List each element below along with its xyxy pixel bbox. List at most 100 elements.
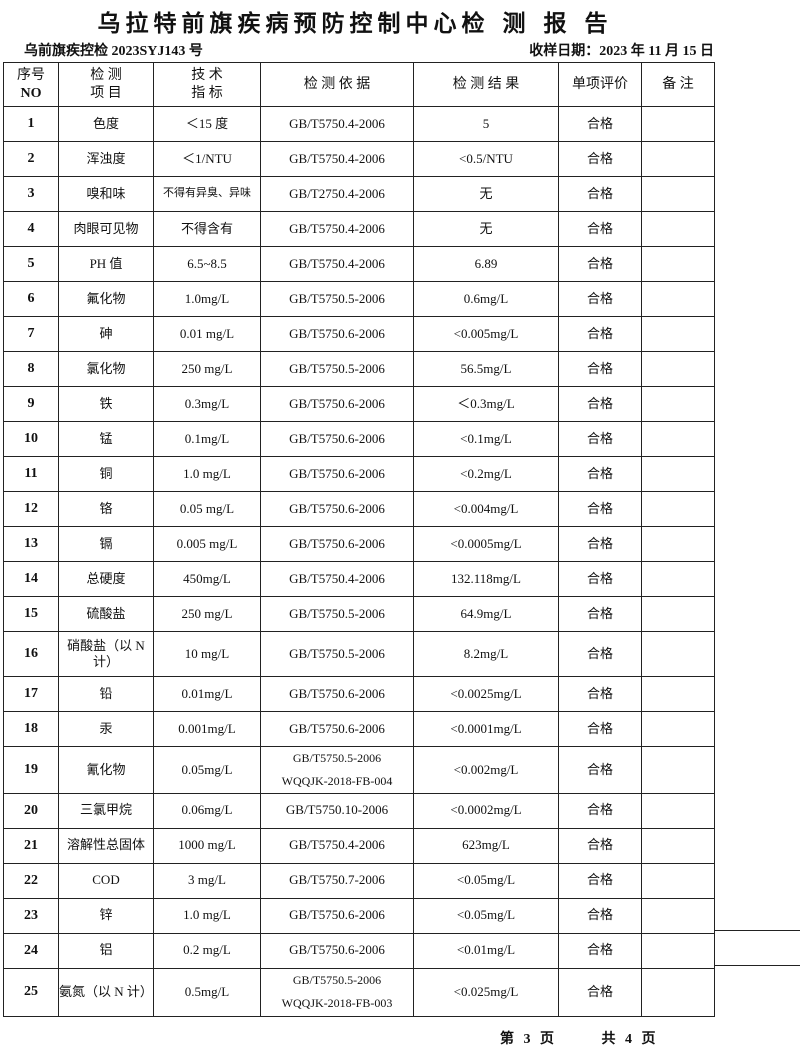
test-method: GB/T5750.6-2006 [260, 711, 414, 747]
test-item: 镉 [58, 526, 154, 562]
page-total: 共 4 页 [601, 1032, 656, 1047]
remark [641, 676, 715, 712]
column-header-label: 序号 [17, 68, 45, 83]
evaluation: 合格 [558, 491, 642, 527]
table-row: 15 硫酸盐 250 mg/L GB/T5750.5-2006 64.9mg/L 合格 [3, 596, 715, 632]
column-header-label: 技 术 [191, 68, 223, 83]
test-method: GB/T5750.5-2006 WQQJK-2018-FB-003 [260, 967, 414, 1017]
test-method: GB/T5750.4-2006 [260, 211, 414, 247]
test-result: 无 [413, 211, 559, 247]
row-number: 7 [3, 316, 59, 352]
test-method: GB/T5750.4-2006 [260, 106, 414, 142]
evaluation: 合格 [558, 386, 642, 422]
row-number: 23 [3, 897, 59, 934]
page-number: 第 3 页 [500, 1032, 554, 1047]
test-method: GB/T5750.6-2006 [260, 456, 414, 492]
evaluation: 合格 [558, 211, 642, 247]
column-header-label: 检 测 [90, 68, 122, 83]
column-header-label: 备 注 [662, 76, 694, 92]
remark [641, 526, 715, 562]
test-item: 汞 [58, 711, 154, 747]
row-number: 20 [3, 792, 59, 829]
standard-limit: 0.001mg/L [153, 711, 261, 747]
evaluation: 合格 [558, 711, 642, 747]
evaluation: 合格 [558, 456, 642, 492]
test-item: COD [58, 862, 154, 899]
remark [641, 561, 715, 597]
remark [641, 281, 715, 317]
row-number: 17 [3, 676, 59, 712]
remark [641, 711, 715, 747]
test-result: <0.2mg/L [413, 456, 559, 492]
standard-limit: ＜1/NTU [153, 141, 261, 177]
row-number: 8 [3, 351, 59, 387]
test-method: GB/T5750.6-2006 [260, 526, 414, 562]
test-method-line: WQQJK-2018-FB-003 [281, 996, 393, 1011]
evaluation: 合格 [558, 526, 642, 562]
test-result: 8.2mg/L [413, 631, 559, 677]
test-item: 铜 [58, 456, 154, 492]
evaluation: 合格 [558, 862, 642, 899]
test-result: 无 [413, 176, 559, 212]
evaluation: 合格 [558, 106, 642, 142]
remark [641, 596, 715, 632]
row-number: 10 [3, 421, 59, 457]
table-row: 14 总硬度 450mg/L GB/T5750.4-2006 132.118mg/L 合格 [3, 561, 715, 597]
standard-limit: 1000 mg/L [153, 827, 261, 864]
remark [641, 456, 715, 492]
row-number: 4 [3, 211, 59, 247]
standard-limit: 6.5~8.5 [153, 246, 261, 282]
standard-limit: 0.5mg/L [153, 967, 261, 1017]
test-item: 铝 [58, 932, 154, 969]
row-number: 19 [3, 746, 59, 794]
remark [641, 141, 715, 177]
row-number: 21 [3, 827, 59, 864]
test-method: GB/T5750.4-2006 [260, 246, 414, 282]
table-header: 序号 NO 检 测项 目技 术指 标检 测 依 据检 测 结 果单项评价备 注 [3, 62, 715, 107]
test-result: <0.1mg/L [413, 421, 559, 457]
evaluation: 合格 [558, 897, 642, 934]
column-header: 序号 NO [3, 62, 59, 107]
table-row: 2 浑浊度 ＜1/NTU GB/T5750.4-2006 <0.5/NTU 合格 [3, 141, 715, 177]
standard-limit: 0.3mg/L [153, 386, 261, 422]
row-number: 6 [3, 281, 59, 317]
row-number: 24 [3, 932, 59, 969]
standard-limit: 不得有异臭、异味 [153, 176, 261, 212]
test-item: 锰 [58, 421, 154, 457]
table-row: 18 汞 0.001mg/L GB/T5750.6-2006 <0.0001mg/L 合格 [3, 711, 715, 747]
test-result: 0.6mg/L [413, 281, 559, 317]
evaluation: 合格 [558, 631, 642, 677]
test-item: 铬 [58, 491, 154, 527]
test-result: 64.9mg/L [413, 596, 559, 632]
standard-limit: 0.2 mg/L [153, 932, 261, 969]
test-result: <0.05mg/L [413, 897, 559, 934]
test-result: <0.0001mg/L [413, 711, 559, 747]
test-method: GB/T5750.6-2006 [260, 897, 414, 934]
table-row: 3 嗅和味 不得有异臭、异味 GB/T2750.4-2006 无合格 [3, 176, 715, 212]
standard-limit: 0.005 mg/L [153, 526, 261, 562]
row-number: 22 [3, 862, 59, 899]
column-header: 单项评价 [558, 62, 642, 107]
test-item: PH 值 [58, 246, 154, 282]
row-number: 18 [3, 711, 59, 747]
table-row: 12 铬 0.05 mg/L GB/T5750.6-2006 <0.004mg/L 合格 [3, 491, 715, 527]
row-number: 9 [3, 386, 59, 422]
test-result: <0.002mg/L [413, 746, 559, 794]
table-row: 22 COD 3 mg/L GB/T5750.7-2006 <0.05mg/L 合格 [3, 862, 715, 899]
remark [641, 106, 715, 142]
test-item: 总硬度 [58, 561, 154, 597]
test-method: GB/T5750.5-2006 [260, 596, 414, 632]
page-footer: 第 3 页 共 4 页 [500, 1028, 656, 1048]
evaluation: 合格 [558, 281, 642, 317]
standard-limit: 10 mg/L [153, 631, 261, 677]
remark [641, 932, 715, 969]
column-header-label: NO [20, 85, 42, 101]
remark [641, 351, 715, 387]
test-method: GB/T5750.7-2006 [260, 862, 414, 899]
test-item: 嗅和味 [58, 176, 154, 212]
test-result: 6.89 [413, 246, 559, 282]
table-row: 13 镉 0.005 mg/L GB/T5750.6-2006 <0.0005mg/L 合… [3, 526, 715, 562]
test-item: 三氯甲烷 [58, 792, 154, 829]
test-method: GB/T2750.4-2006 [260, 176, 414, 212]
